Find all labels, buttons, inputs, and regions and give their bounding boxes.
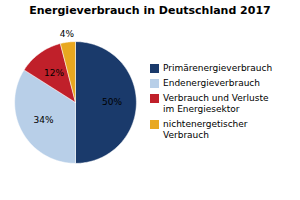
svg-text:50%: 50% <box>102 97 122 107</box>
html-text:Verbrauch und Verluste im Ener: Verbrauch und Verluste im Energiesektor <box>163 93 269 114</box>
svg-text:4%: 4% <box>60 29 75 39</box>
svg-text:34%: 34% <box>33 115 53 125</box>
html-text:Energieverbrauch in Deutschlan: Energieverbrauch in Deutschland 2017 <box>29 4 271 17</box>
html-text:nichtenergetischer Verbrauch: nichtenergetischer Verbrauch <box>163 119 248 140</box>
html-text:Primärenergieverbrauch: Primärenergieverbrauch <box>163 63 273 73</box>
svg-text:12%: 12% <box>44 68 64 78</box>
html-text:Endenergieverbrauch: Endenergieverbrauch <box>163 78 260 88</box>
